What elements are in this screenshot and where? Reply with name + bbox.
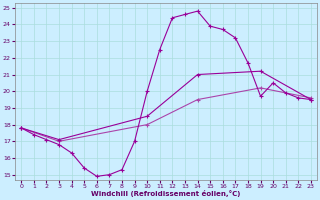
X-axis label: Windchill (Refroidissement éolien,°C): Windchill (Refroidissement éolien,°C) xyxy=(92,190,241,197)
